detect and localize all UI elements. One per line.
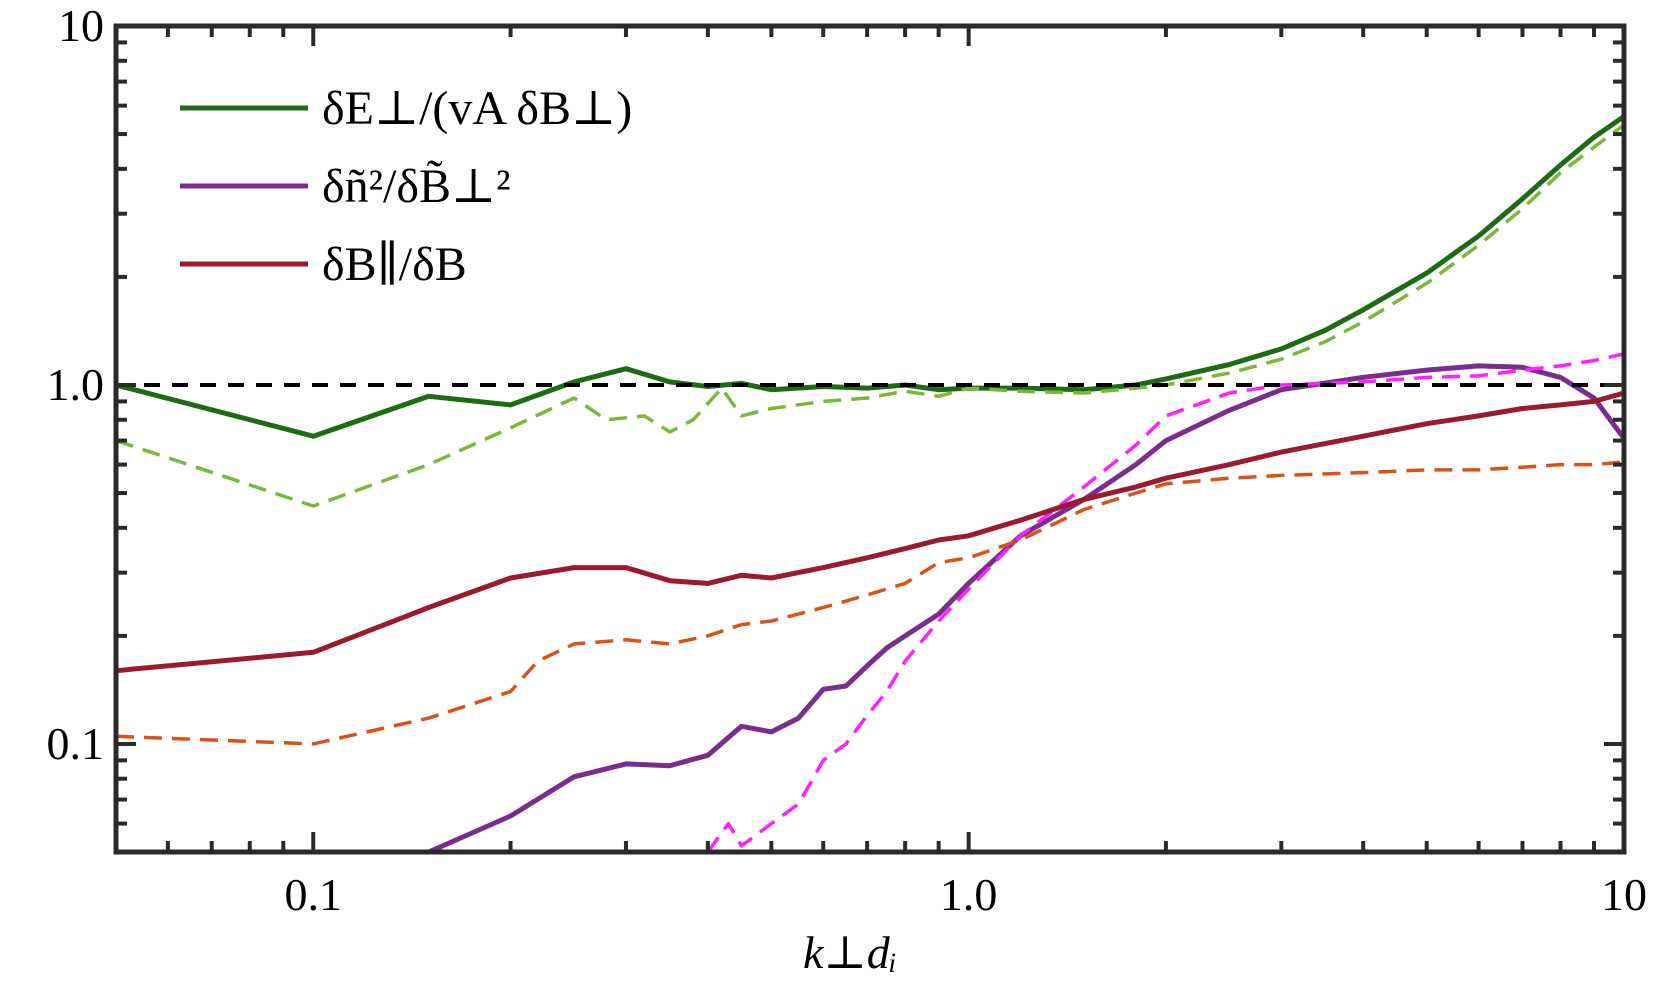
legend-entry-label: δñ²/δB̃⊥² — [322, 160, 511, 213]
legend: δE⊥/(vA δB⊥) δñ²/δB̃⊥² δB∥/δB — [180, 82, 632, 291]
y-tick-label: 10 — [58, 0, 104, 51]
series-layer — [116, 114, 1624, 852]
series-line-3 — [706, 352, 1624, 852]
legend-entry-label: δB∥/δB — [322, 238, 467, 291]
y-tick-label: 0.1 — [47, 718, 105, 769]
series-line-2 — [427, 363, 1624, 852]
plot-frame — [113, 23, 1627, 855]
x-tick-labels: 0.1 1.0 10 — [285, 869, 1647, 920]
series-line-1 — [116, 123, 1624, 508]
legend-entry-label: δE⊥/(vA δB⊥) — [322, 82, 632, 135]
major-ticks-layer — [114, 24, 1624, 854]
x-tick-label: 1.0 — [940, 869, 998, 920]
x-axis-label: k⊥dᵢ — [803, 927, 897, 978]
series-line-5 — [116, 460, 1624, 746]
series-line-4 — [116, 390, 1624, 674]
y-tick-labels: 0.1 1.0 10 — [47, 0, 105, 769]
x-tick-label: 10 — [1601, 869, 1647, 920]
x-tick-label: 0.1 — [285, 869, 343, 920]
y-tick-label: 1.0 — [47, 359, 105, 410]
